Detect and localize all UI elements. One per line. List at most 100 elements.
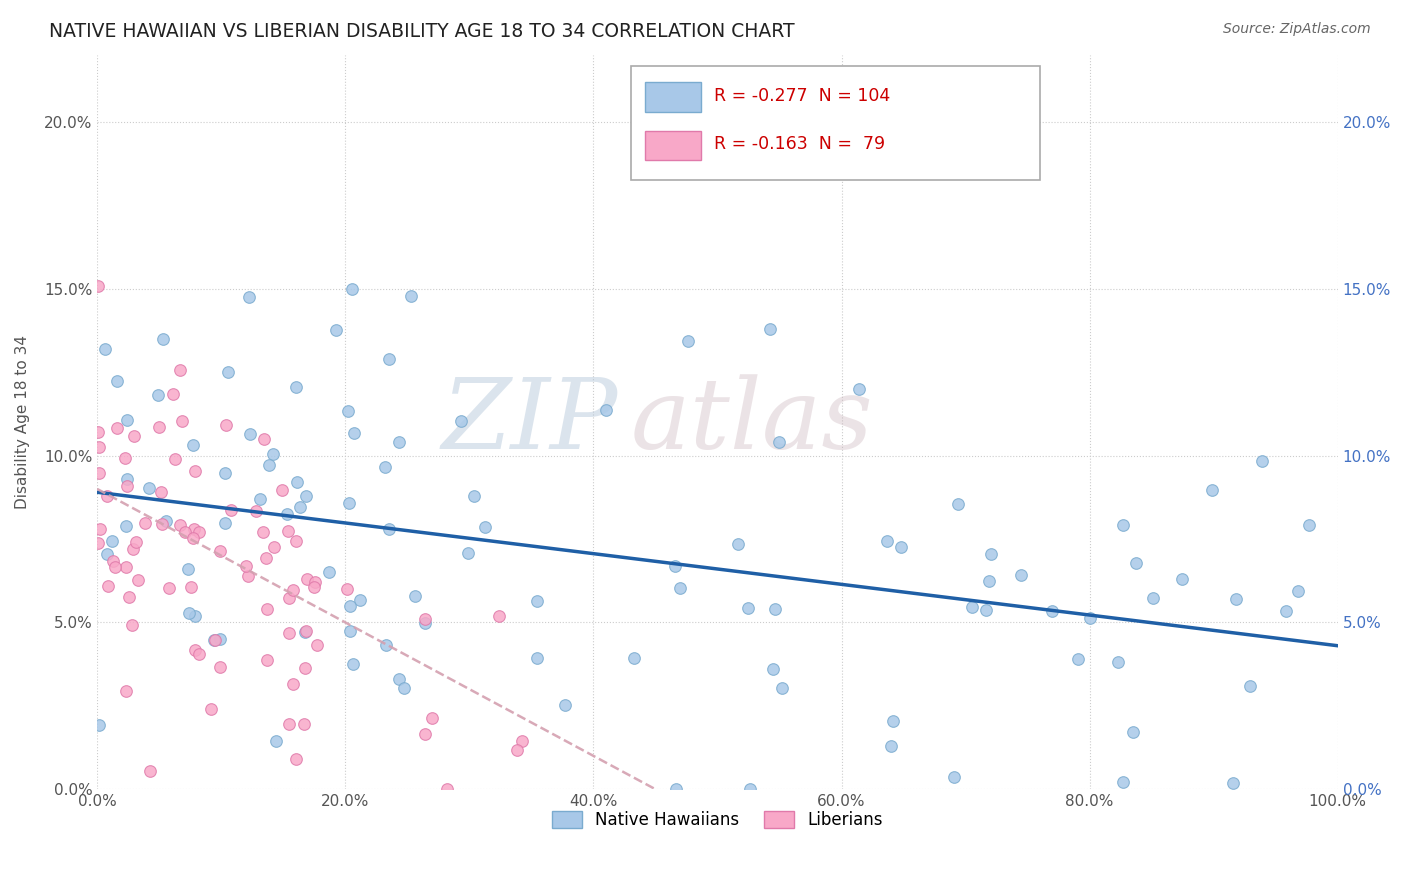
Point [148, 420, 170, 434]
Point [526, 594, 548, 608]
Point [664, 558, 686, 573]
Point [526, 651, 548, 665]
Point [89, 467, 111, 481]
Point [1274, 605, 1296, 619]
Point [737, 600, 759, 615]
Point [727, 537, 749, 551]
Text: ZIP: ZIP [441, 375, 619, 470]
Point [115, 413, 138, 427]
Point [474, 520, 496, 534]
Point [96, 547, 118, 561]
Point [252, 525, 274, 540]
Point [1010, 568, 1032, 582]
Point [134, 516, 156, 530]
Point [204, 632, 226, 647]
Point [1201, 483, 1223, 497]
Point [1298, 517, 1320, 532]
Point [1080, 611, 1102, 625]
Point [105, 374, 128, 388]
Point [118, 590, 141, 604]
Point [162, 387, 184, 401]
Text: R = -0.163  N =  79: R = -0.163 N = 79 [714, 135, 884, 153]
Point [974, 602, 997, 616]
Point [121, 618, 143, 632]
Text: atlas: atlas [631, 375, 873, 470]
Point [669, 581, 692, 595]
Point [292, 716, 315, 731]
Point [510, 734, 533, 748]
Point [117, 478, 139, 492]
Point [450, 414, 472, 428]
Point [177, 562, 200, 576]
Point [235, 559, 257, 574]
Point [221, 503, 243, 517]
Point [200, 702, 222, 716]
Point [283, 677, 305, 691]
Point [284, 751, 307, 765]
Point [880, 739, 903, 753]
Point [87, 279, 110, 293]
Point [285, 475, 308, 489]
Point [169, 363, 191, 377]
Point [236, 569, 259, 583]
Point [253, 432, 276, 446]
Point [170, 414, 193, 428]
Point [214, 516, 236, 531]
FancyBboxPatch shape [645, 82, 702, 112]
Point [89, 522, 111, 536]
Point [263, 540, 285, 554]
Point [488, 608, 510, 623]
Point [115, 519, 138, 533]
Point [163, 452, 186, 467]
Point [138, 481, 160, 495]
Point [183, 438, 205, 452]
Point [404, 589, 426, 603]
Point [184, 465, 207, 479]
Point [1112, 775, 1135, 789]
Point [179, 606, 201, 620]
Point [758, 322, 780, 336]
Point [1122, 725, 1144, 739]
Point [374, 459, 396, 474]
Point [208, 544, 231, 558]
Text: Source: ZipAtlas.com: Source: ZipAtlas.com [1223, 22, 1371, 37]
Point [943, 770, 966, 784]
Point [1125, 556, 1147, 570]
Point [264, 733, 287, 747]
Point [294, 661, 316, 675]
Point [342, 657, 364, 672]
Point [377, 522, 399, 536]
Point [295, 624, 318, 638]
Point [336, 403, 359, 417]
Point [1042, 604, 1064, 618]
Point [1239, 679, 1261, 693]
Point [375, 638, 398, 652]
Y-axis label: Disability Age 18 to 34: Disability Age 18 to 34 [15, 335, 30, 509]
Point [281, 582, 304, 597]
Point [848, 382, 870, 396]
Point [184, 608, 207, 623]
Point [343, 426, 366, 441]
Point [187, 647, 209, 661]
Point [284, 380, 307, 394]
Text: R = -0.277  N = 104: R = -0.277 N = 104 [714, 87, 890, 104]
Point [318, 565, 340, 579]
Point [169, 518, 191, 533]
Point [257, 458, 280, 472]
Point [339, 599, 361, 613]
Point [276, 508, 298, 522]
Point [294, 624, 316, 639]
Point [1066, 652, 1088, 666]
Point [295, 572, 318, 586]
Point [768, 434, 790, 449]
Point [214, 467, 236, 481]
Point [304, 580, 326, 594]
Point [278, 626, 301, 640]
Point [288, 500, 311, 514]
Text: NATIVE HAWAIIAN VS LIBERIAN DISABILITY AGE 18 TO 34 CORRELATION CHART: NATIVE HAWAIIAN VS LIBERIAN DISABILITY A… [49, 22, 794, 41]
Point [115, 472, 138, 486]
Point [554, 698, 576, 712]
Point [946, 497, 969, 511]
Point [208, 632, 231, 647]
Point [761, 662, 783, 676]
